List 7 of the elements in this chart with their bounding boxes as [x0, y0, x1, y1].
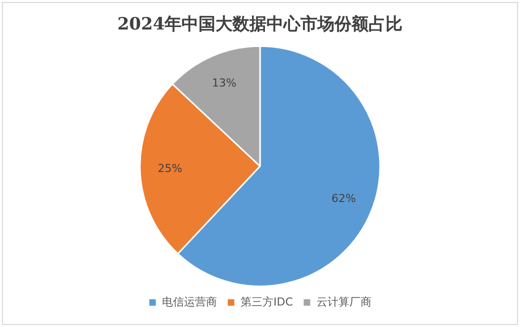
legend-label: 第三方IDC: [240, 295, 294, 308]
legend-label: 电信运营商: [162, 295, 218, 308]
legend-label: 云计算厂商: [316, 295, 372, 308]
data-label: 13%: [212, 76, 236, 90]
data-label: 62%: [331, 192, 356, 206]
chart-title: 2024年中国大数据中心市场份额占比: [117, 14, 403, 35]
data-label: 25%: [158, 162, 182, 175]
